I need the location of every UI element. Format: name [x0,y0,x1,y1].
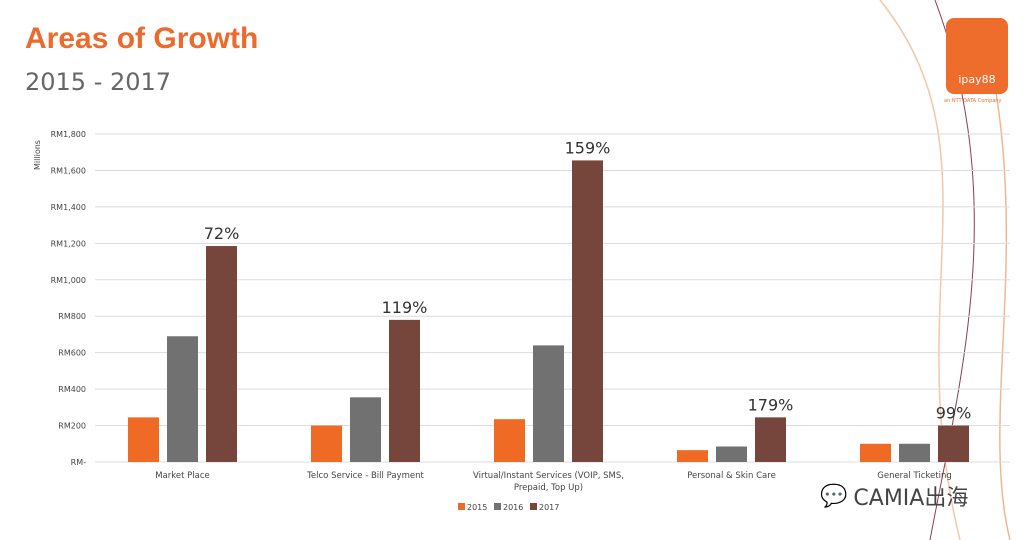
bar-2017 [755,417,786,462]
y-axis-label: Millions [33,140,42,170]
logo-tagline: an NTT DATA Company [944,98,1002,104]
decorative-curve [989,59,1011,540]
growth-annotation: 179% [748,395,794,414]
y-tick-label: RM1,600 [51,166,86,175]
y-tick-label: RM1,400 [51,203,86,212]
legend-swatch [494,503,501,510]
ipay88-logo: ipay88 [946,18,1008,94]
bar-2017 [389,319,420,462]
y-tick-label: RM1,800 [51,130,86,139]
y-tick-label: RM200 [58,422,86,431]
legend-label: 2015 [467,503,487,512]
bar-2015 [128,417,159,462]
y-tick-label: RM400 [58,385,86,394]
y-tick-label: RM1,000 [51,276,86,285]
x-tick-label: Virtual/Instant Services (VOIP, SMS, [473,471,624,481]
y-tick-label: RM- [71,458,86,467]
legend-label: 2017 [539,503,559,512]
x-tick-label: Telco Service - Bill Payment [306,471,424,481]
growth-annotation: 72% [204,224,240,243]
x-tick-label: Personal & Skin Care [687,471,776,481]
page-title: Areas of Growth [25,22,259,55]
watermark: 💬 CAMIA出海 [820,480,968,512]
bar-2017 [938,425,969,462]
bar-2015 [677,450,708,462]
wechat-icon: 💬 [820,483,848,509]
bar-2015 [311,425,342,462]
y-tick-label: RM600 [58,349,86,358]
bar-2015 [860,443,891,462]
legend-label: 2016 [503,503,523,512]
x-tick-label: General Ticketing [877,471,952,481]
growth-annotation: 99% [936,404,972,423]
growth-annotation: 159% [565,138,611,157]
bar-2016 [533,345,564,462]
legend-swatch [530,503,537,510]
bar-2016 [899,443,930,462]
x-tick-label: Prepaid, Top Up) [514,483,583,493]
bar-2017 [206,246,237,462]
bar-2016 [167,336,198,462]
watermark-text: CAMIA出海 [853,486,969,511]
bar-2017 [572,160,603,462]
y-tick-label: RM1,200 [51,239,86,248]
legend-swatch [458,503,465,510]
logo-text: ipay88 [958,73,996,86]
growth-annotation: 119% [382,298,428,317]
y-tick-label: RM800 [58,312,86,321]
bar-2016 [716,446,747,462]
bar-2015 [494,419,525,462]
bar-2016 [350,397,381,462]
x-tick-label: Market Place [155,471,210,481]
page-subtitle: 2015 - 2017 [25,68,172,96]
